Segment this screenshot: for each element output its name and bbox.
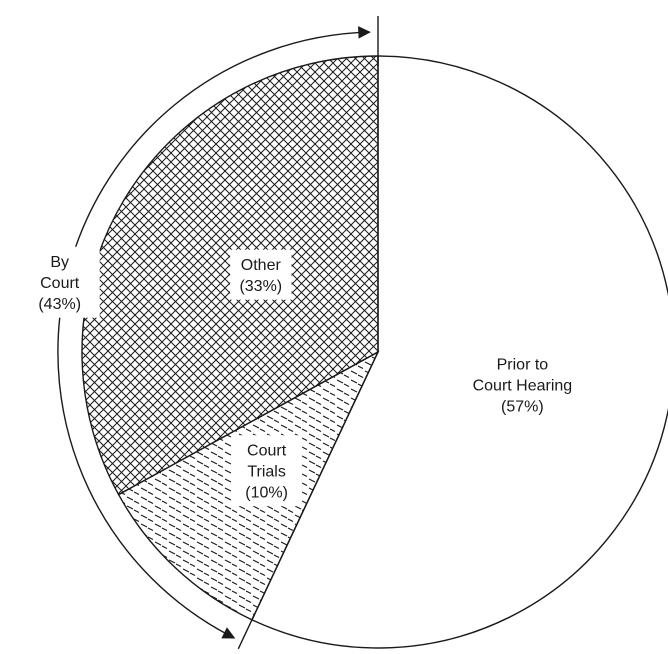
slice-label-line: (33%) <box>239 278 282 295</box>
slice-label-prior-to-court-hearing: Prior to Court Hearing (57%) <box>473 356 573 415</box>
annotation-label-line: (43%) <box>38 296 81 313</box>
slice-label-line: (57%) <box>501 398 544 415</box>
slice-label-background <box>230 249 292 300</box>
annotation-extension-line-start <box>237 614 256 650</box>
slice-label-background <box>231 435 303 507</box>
slice-label-line: Court Hearing <box>473 377 573 394</box>
slice-label-line: Court <box>247 443 287 460</box>
slice-label-other: Other (33%) <box>230 249 292 300</box>
slice-labels: Prior to Court Hearing (57%) Court Trials (10… <box>230 249 573 507</box>
annotation-label-background <box>31 246 100 318</box>
slice-label-line: Other <box>241 257 282 274</box>
slice-label-court-trials: Court Trials (10%) <box>231 435 303 507</box>
pie-slices <box>81 55 668 649</box>
annotation-label-line: Court <box>40 275 80 292</box>
annotation-label: By Court (43%) <box>31 246 100 318</box>
group-annotation: By Court (43%) <box>31 16 379 650</box>
slice-label-line: Prior to <box>497 356 549 373</box>
annotation-label-line: By <box>50 254 69 271</box>
slice-label-line: Trials <box>247 464 286 481</box>
slice-label-line: (10%) <box>245 485 288 502</box>
